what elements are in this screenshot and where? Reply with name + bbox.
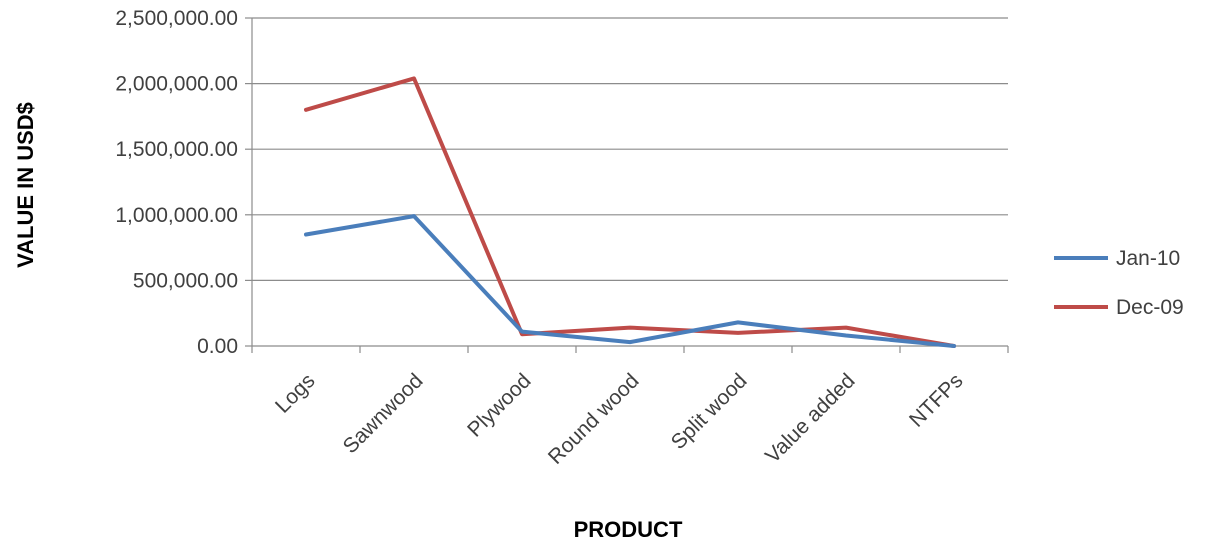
y-tick-label: 2,000,000.00 bbox=[115, 73, 238, 96]
y-tick-label: 0.00 bbox=[197, 335, 238, 358]
series-line bbox=[304, 76, 956, 348]
axes bbox=[245, 17, 1009, 353]
x-tick-label: Plywood bbox=[463, 369, 535, 441]
y-axis-title: VALUE IN USD$ bbox=[13, 102, 38, 268]
y-tick-label: 1,500,000.00 bbox=[115, 138, 238, 161]
y-tick-labels: 0.00 500,000.00 1,000,000.00 1,500,000.00 2,… bbox=[115, 7, 238, 358]
y-tick-label: 500,000.00 bbox=[133, 269, 238, 292]
legend-label: Dec-09 bbox=[1116, 296, 1184, 319]
legend-label: Jan-10 bbox=[1116, 247, 1180, 270]
x-tick-labels: Logs Sawnwood Plywood Round wood Split wood V… bbox=[271, 369, 967, 469]
x-tick-label: Sawnwood bbox=[339, 369, 428, 458]
y-tick-label: 1,000,000.00 bbox=[115, 204, 238, 227]
x-tick-label: NTFPs bbox=[905, 369, 967, 431]
x-tick-label: Split wood bbox=[667, 369, 752, 454]
series-line bbox=[304, 214, 956, 348]
series-lines bbox=[304, 76, 956, 348]
x-tick-label: Value added bbox=[761, 369, 860, 468]
legend: Jan-10 Dec-09 bbox=[1054, 247, 1184, 319]
gridlines bbox=[252, 17, 1008, 281]
y-tick-label: 2,500,000.00 bbox=[115, 7, 238, 30]
x-tick-label: Logs bbox=[271, 369, 319, 417]
x-tick-label: Round wood bbox=[544, 369, 644, 469]
x-axis-title: PRODUCT bbox=[574, 517, 683, 542]
